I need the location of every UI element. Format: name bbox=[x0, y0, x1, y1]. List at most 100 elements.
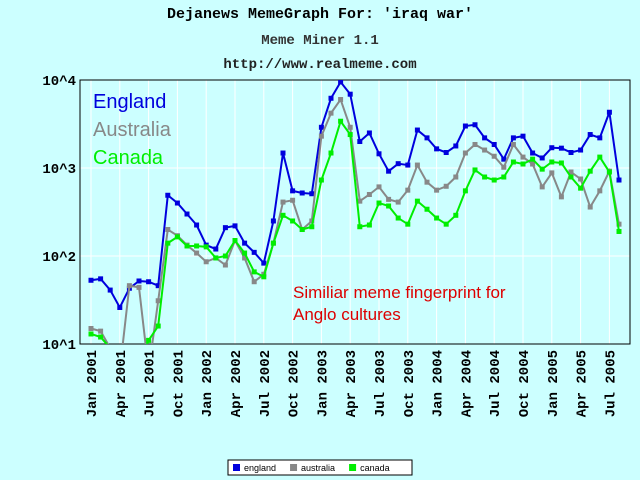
point bbox=[222, 225, 228, 231]
y-tick-label: 10^2 bbox=[42, 250, 76, 266]
plot-series bbox=[88, 80, 622, 344]
x-tick-label: Oct 2001 bbox=[171, 350, 187, 417]
point bbox=[386, 203, 392, 209]
point bbox=[414, 127, 420, 133]
point bbox=[318, 124, 324, 130]
chart-title: Dejanews MemeGraph For: 'iraq war' bbox=[167, 6, 473, 23]
x-tick-label: Apr 2001 bbox=[114, 350, 130, 417]
point bbox=[395, 215, 401, 221]
point bbox=[434, 146, 440, 152]
point bbox=[510, 141, 516, 147]
point bbox=[405, 221, 411, 227]
point bbox=[558, 194, 564, 200]
point bbox=[155, 323, 161, 329]
point bbox=[491, 153, 497, 159]
point bbox=[395, 199, 401, 205]
point bbox=[309, 224, 315, 230]
legend-swatch bbox=[233, 464, 240, 471]
point bbox=[366, 191, 372, 197]
point bbox=[578, 176, 584, 182]
point bbox=[443, 183, 449, 189]
point bbox=[357, 139, 363, 145]
point bbox=[530, 161, 536, 167]
point bbox=[386, 196, 392, 202]
point bbox=[578, 147, 584, 153]
point bbox=[597, 135, 603, 141]
plot-frame bbox=[79, 79, 631, 345]
point bbox=[539, 155, 545, 161]
point bbox=[530, 150, 536, 156]
point bbox=[98, 334, 104, 340]
point bbox=[280, 199, 286, 205]
point bbox=[558, 160, 564, 166]
point bbox=[539, 184, 545, 190]
point bbox=[117, 304, 123, 310]
point bbox=[290, 218, 296, 224]
point bbox=[309, 191, 315, 197]
x-tick-label: Jan 2003 bbox=[315, 350, 331, 417]
x-tick-label: Jan 2002 bbox=[200, 350, 216, 417]
point bbox=[482, 135, 488, 141]
point bbox=[98, 276, 104, 282]
subtitle: Meme Miner 1.1 bbox=[261, 33, 379, 49]
annotation: Anglo cultures bbox=[293, 305, 401, 324]
x-tick-label: Oct 2003 bbox=[402, 350, 418, 417]
point bbox=[203, 259, 209, 265]
point bbox=[174, 234, 180, 240]
y-tick-label: 10^1 bbox=[42, 338, 76, 354]
point bbox=[194, 222, 200, 228]
point bbox=[232, 238, 238, 244]
point bbox=[549, 145, 555, 151]
point bbox=[165, 240, 171, 246]
point bbox=[251, 269, 257, 275]
point bbox=[155, 283, 161, 289]
y-tick-label: 10^4 bbox=[42, 74, 76, 90]
point bbox=[280, 150, 286, 156]
point bbox=[462, 150, 468, 156]
point bbox=[472, 167, 478, 173]
point bbox=[270, 218, 276, 224]
point bbox=[165, 227, 171, 233]
point bbox=[616, 177, 622, 183]
annotation: Canada bbox=[93, 147, 164, 169]
point bbox=[357, 224, 363, 230]
point bbox=[366, 130, 372, 136]
point bbox=[242, 255, 248, 261]
point bbox=[491, 177, 497, 183]
point bbox=[376, 200, 382, 206]
point bbox=[424, 179, 430, 185]
legend-label: canada bbox=[360, 463, 390, 473]
point bbox=[328, 95, 334, 101]
point bbox=[309, 218, 315, 224]
legend-swatch bbox=[290, 464, 298, 471]
point bbox=[558, 145, 564, 151]
point bbox=[414, 198, 420, 204]
x-tick-label: Apr 2002 bbox=[229, 350, 245, 417]
point bbox=[203, 244, 209, 250]
url: http://www.realmeme.com bbox=[223, 57, 416, 73]
point bbox=[232, 223, 238, 229]
point bbox=[606, 169, 612, 175]
point bbox=[357, 198, 363, 204]
x-tick-label: Jul 2005 bbox=[603, 350, 619, 417]
point bbox=[126, 283, 132, 289]
point bbox=[549, 159, 555, 165]
point bbox=[424, 206, 430, 212]
point bbox=[520, 133, 526, 139]
point bbox=[213, 246, 219, 252]
point bbox=[194, 243, 200, 249]
point bbox=[222, 262, 228, 268]
point bbox=[98, 328, 104, 334]
point bbox=[146, 279, 152, 285]
point bbox=[434, 215, 440, 221]
legend-box bbox=[227, 459, 413, 476]
annotation: Similiar meme fingerprint for bbox=[293, 283, 506, 302]
point bbox=[88, 277, 94, 283]
point bbox=[261, 274, 267, 280]
annotation: Australia bbox=[93, 119, 172, 141]
point bbox=[318, 133, 324, 139]
point bbox=[318, 177, 324, 183]
point bbox=[616, 228, 622, 234]
point bbox=[174, 200, 180, 206]
point bbox=[405, 187, 411, 193]
